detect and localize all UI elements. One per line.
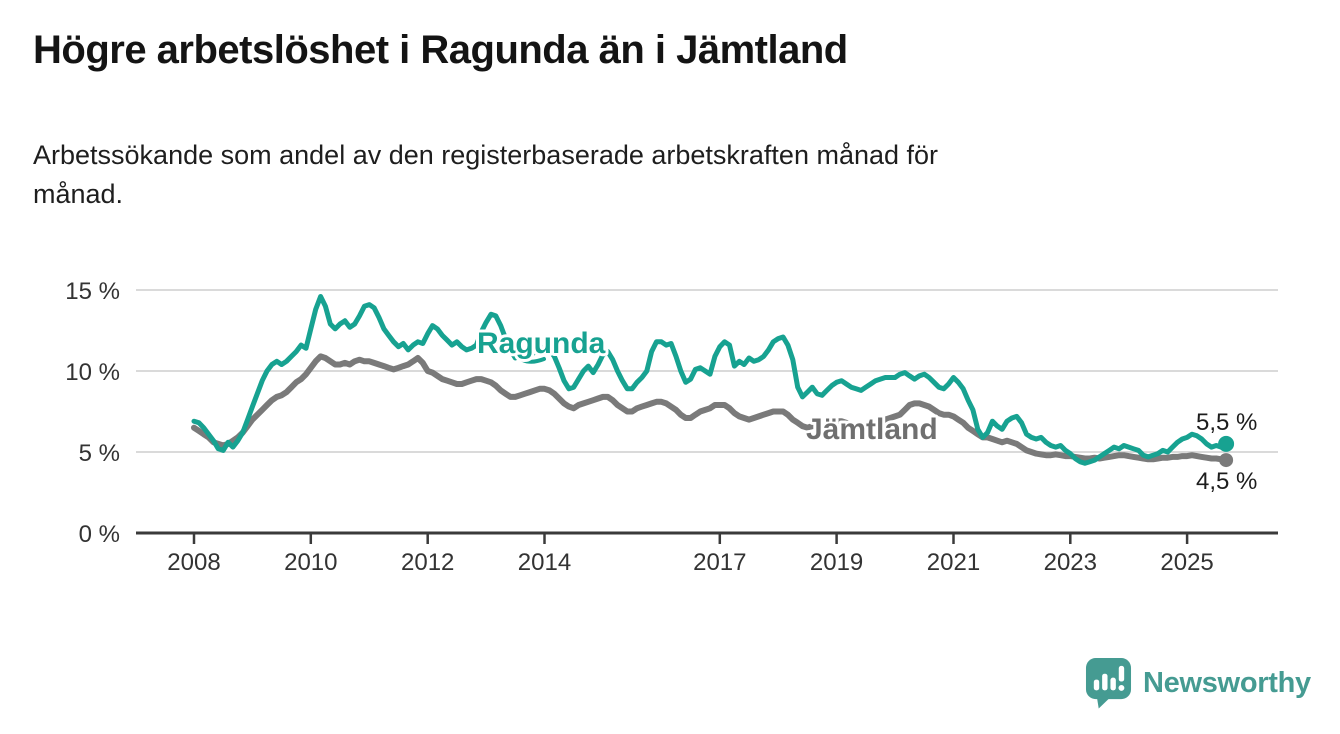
x-tick-label: 2025 [1160, 549, 1213, 576]
subtitle-line-1: Arbetssökande som andel av den registerb… [33, 140, 939, 170]
x-tick-label: 2012 [401, 549, 454, 576]
series-end-dots [1218, 435, 1235, 468]
y-tick-label: 15 % [65, 278, 120, 305]
ragunda-end-dot [1218, 435, 1235, 452]
ragunda-end-value-label: 5,5 % [1196, 409, 1257, 436]
chart-subtitle: Arbetssökande som andel av den registerb… [33, 136, 938, 214]
newsworthy-speech-bubble-chart-icon [1085, 658, 1132, 709]
y-tick-label: 5 % [79, 440, 120, 467]
ragunda-line [191, 294, 1229, 466]
newsworthy-branding: Newsworthy [1085, 657, 1311, 709]
x-tick-label: 2008 [167, 549, 220, 576]
ragunda-series-label: Ragunda [477, 327, 606, 360]
x-axis-ticks [192, 534, 1189, 544]
x-tick-label: 2014 [518, 549, 571, 576]
y-tick-label: 10 % [65, 359, 120, 386]
y-tick-label: 0 % [79, 521, 120, 548]
subtitle-line-2: månad. [33, 179, 124, 210]
page-title: Högre arbetslöshet i Ragunda än i Jämtla… [33, 28, 848, 72]
jamtland-series-label: Jämtland [806, 413, 938, 446]
x-axis-tick-labels: 2008 2010 2012 2014 2017 2019 2021 2023 2025 [167, 549, 1213, 576]
ragunda-label-pointer-arc [514, 353, 546, 364]
x-tick-label: 2019 [810, 549, 863, 576]
x-tick-label: 2023 [1044, 549, 1097, 576]
jämtland-end-dot [1219, 453, 1234, 468]
series-lines [191, 294, 1230, 466]
jämtland-line [191, 353, 1230, 464]
newsworthy-wordmark: Newsworthy [1143, 666, 1311, 699]
x-tick-label: 2021 [927, 549, 980, 576]
y-axis-tick-labels: 0 % 5 % 10 % 15 % [65, 278, 120, 548]
jamtland-end-value-label: 4,5 % [1196, 468, 1257, 495]
x-tick-label: 2010 [284, 549, 337, 576]
x-tick-label: 2017 [693, 549, 746, 576]
